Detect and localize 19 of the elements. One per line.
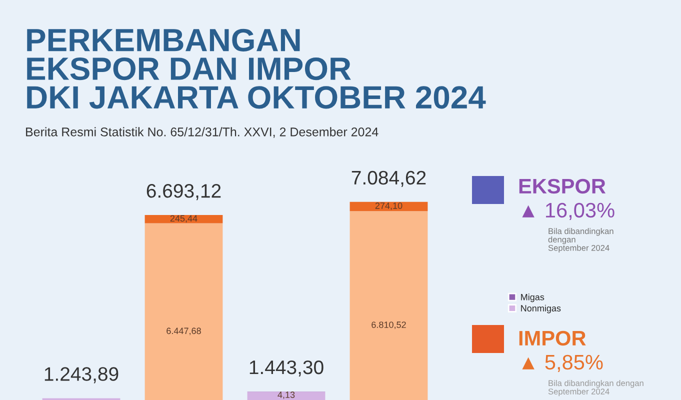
chart-subtitle: Berita Resmi Statistik No. 65/12/31/Th. XXVI, 2 Desember 2024	[26, 127, 378, 138]
text: Bila dibandingkan dengan September 2024	[548, 380, 644, 396]
total-label: 6.693,12	[146, 184, 221, 200]
text: Bila dibandingkan dengan September 2024	[548, 228, 614, 253]
data-label: 6.447,68	[166, 328, 201, 336]
data-label: 4,13	[278, 392, 295, 400]
chart-title: PERKEMBANGAN EKSPOR DAN IMPOR DKI JAKARTA OKTOBER 2024	[27, 28, 486, 109]
data-label: 274,10	[375, 202, 402, 210]
total-label: 7.084,62	[352, 170, 426, 187]
total-label: 1.243,89	[44, 367, 118, 384]
text: ▲ 16,03%	[522, 202, 614, 220]
data-label: 245,44	[170, 215, 198, 223]
total-label: 1.443,30	[250, 360, 324, 377]
text: ▲ 5,85%	[522, 354, 603, 372]
text: EKSPOR	[519, 178, 606, 194]
data-label: 6.810,52	[372, 322, 406, 330]
legend-label: Nonmigas	[521, 304, 561, 314]
legend-label: Migas	[521, 294, 544, 302]
text: IMPOR	[519, 330, 586, 346]
